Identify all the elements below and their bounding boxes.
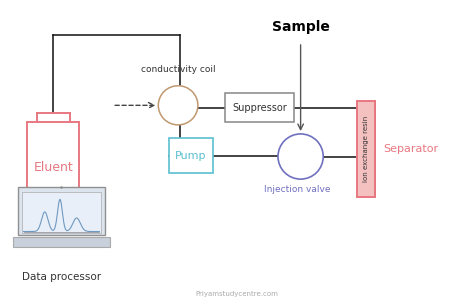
FancyBboxPatch shape [169, 138, 213, 173]
Ellipse shape [278, 134, 323, 179]
FancyBboxPatch shape [22, 192, 101, 233]
Text: Priyamstudycentre.com: Priyamstudycentre.com [196, 291, 278, 297]
Text: Sample: Sample [272, 20, 329, 34]
Text: Injection valve: Injection valve [264, 185, 330, 194]
Text: Data processor: Data processor [22, 272, 101, 282]
Text: Suppressor: Suppressor [232, 102, 287, 112]
FancyBboxPatch shape [225, 93, 293, 122]
FancyBboxPatch shape [357, 101, 375, 197]
Text: Separator: Separator [383, 144, 438, 154]
Text: conductivity coil: conductivity coil [141, 65, 215, 74]
Text: Eluent: Eluent [33, 161, 73, 174]
FancyBboxPatch shape [18, 187, 105, 235]
FancyBboxPatch shape [13, 237, 110, 247]
Ellipse shape [158, 86, 198, 125]
Text: Pump: Pump [175, 151, 207, 161]
Text: Ion exchange resin: Ion exchange resin [363, 116, 369, 182]
FancyBboxPatch shape [27, 122, 79, 212]
